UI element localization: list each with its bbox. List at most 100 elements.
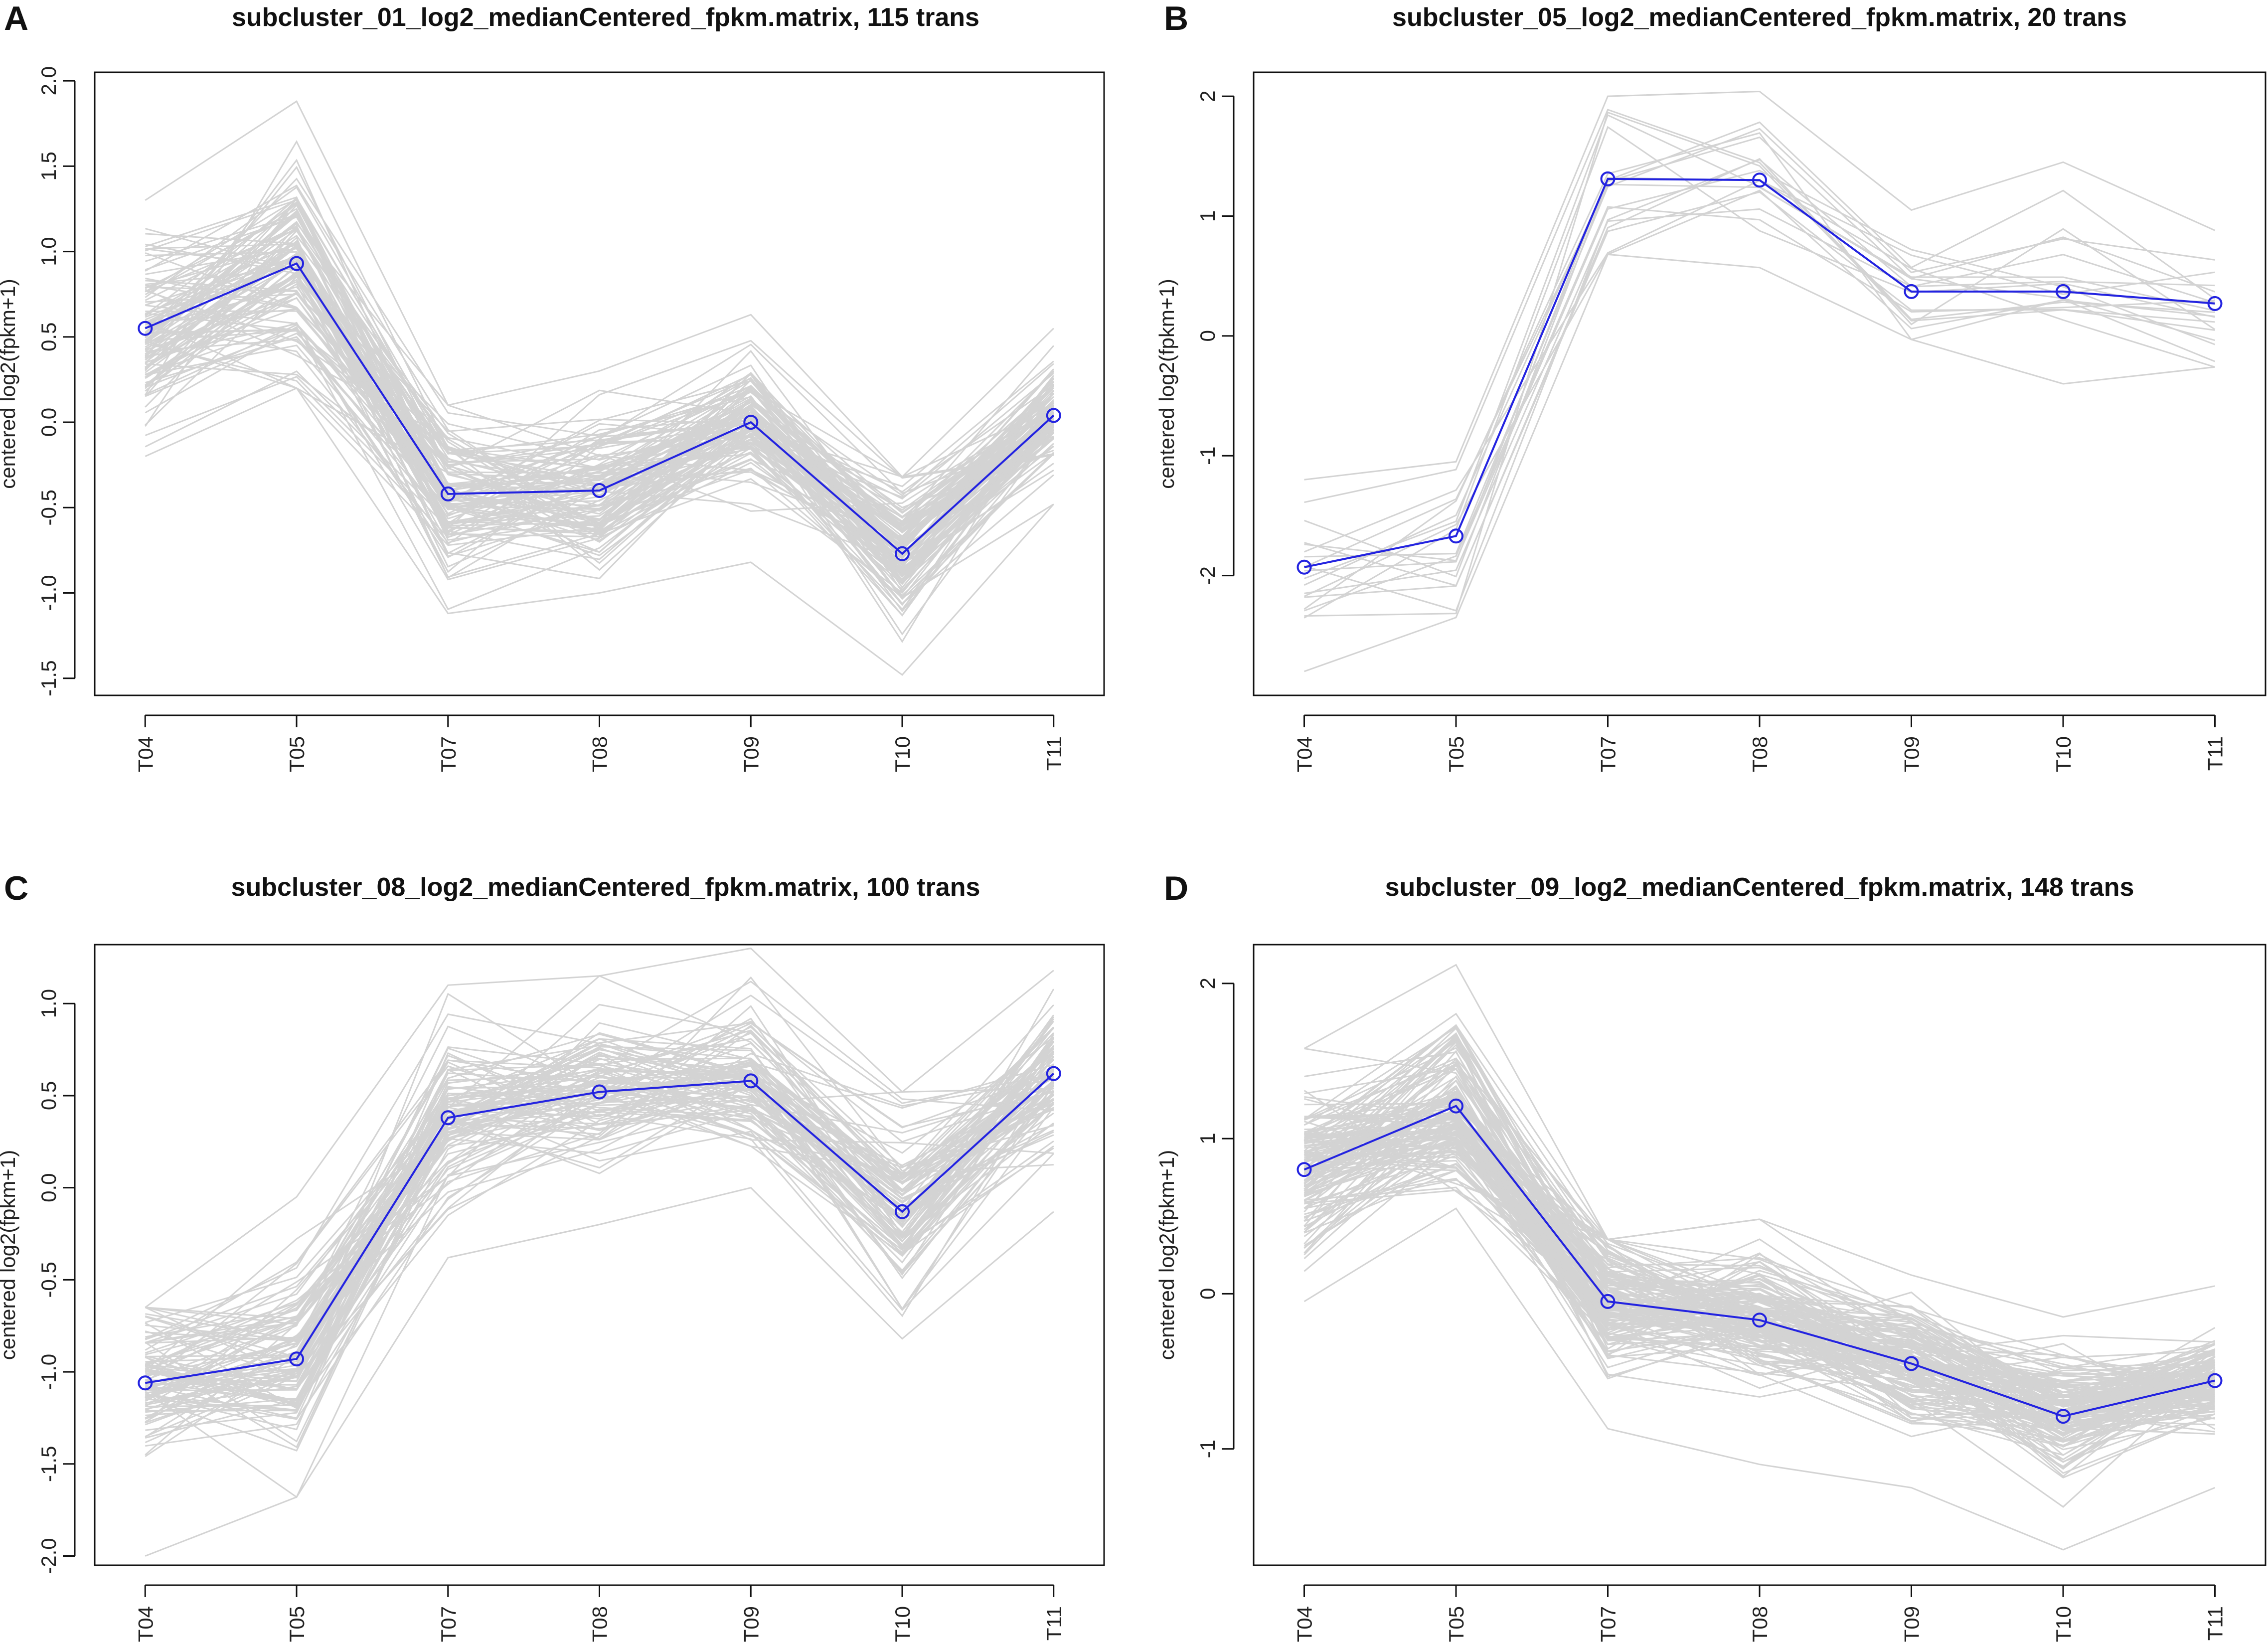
panel-title: subcluster_01_log2_medianCentered_fpkm.m… [232,3,979,32]
panel-title: subcluster_09_log2_medianCentered_fpkm.m… [1385,873,2134,902]
trace-line [1303,1088,2216,1469]
trace-line [1303,136,2216,578]
trace-line [145,1013,1054,1340]
trace-line [145,165,1054,537]
y-tick-label: -1 [1196,447,1219,465]
y-tick-label: -0.5 [37,1262,60,1298]
x-tick-label: T04 [134,1606,157,1642]
trace-line [145,1108,1054,1498]
y-tick-label: -1.5 [37,660,60,696]
centroid-point [1296,1162,1312,1177]
y-axis-label: centered log2(fpkm+1) [1155,279,1178,489]
y-tick-label: 1.0 [37,237,60,266]
x-tick-label: T11 [1042,736,1066,771]
x-tick-label: T10 [891,736,914,772]
centroid-point [1600,1294,1616,1309]
trace-line [1304,1114,2215,1428]
trace-line [145,259,1054,578]
centroid-point [1449,1098,1463,1114]
trace-line [1304,1159,2216,1447]
x-tick-label: T08 [588,736,612,772]
panel-letter: A [4,0,28,37]
trace-line [145,1064,1054,1431]
plot-frame [94,944,1105,1566]
background-traces [145,947,1055,1557]
trace-line [1304,1116,2215,1422]
x-tick-label: T09 [739,736,763,772]
x-tick-label: T10 [2052,1606,2075,1642]
y-axis-label: centered log2(fpkm+1) [0,1150,19,1360]
x-tick-label: T08 [588,1606,612,1642]
trace-line [145,1027,1054,1341]
y-tick-label: 0.5 [37,323,60,351]
centroid-point [895,546,910,561]
x-tick-label: T10 [891,1606,914,1642]
y-tick-label: -1 [1196,1440,1219,1458]
panel-title: subcluster_08_log2_medianCentered_fpkm.m… [231,873,980,902]
x-tick-label: T09 [1900,736,1924,772]
y-tick-label: 0.0 [37,408,60,437]
trace-line [1303,189,2215,597]
centroid-point [289,1351,304,1367]
trace-line [1303,1085,2216,1430]
trace-line [145,140,1054,550]
centroid-point [2207,296,2223,311]
centroid-line [145,262,1055,555]
trace-line [145,1064,1054,1405]
trace-line [1304,1186,2215,1430]
y-tick-label: 2 [1196,978,1219,989]
y-tick-label: 0.0 [37,1173,60,1202]
plot-frame [94,71,1105,696]
trace-line [145,324,1054,531]
panel-letter: D [1164,869,1188,907]
y-tick-label: -2.0 [37,1538,60,1574]
centroid-point [2056,284,2071,299]
trace-line [145,326,1054,611]
trace-line [1303,132,2216,610]
trace-line [1304,90,2216,481]
centroid-point [592,1084,607,1100]
trace-line [1303,964,2215,1318]
centroid-point [592,483,607,498]
trace-line [1304,111,2215,617]
centroid-point [289,256,304,271]
panel-title: subcluster_05_log2_medianCentered_fpkm.m… [1392,3,2127,32]
x-tick-label: T10 [2052,736,2075,772]
trace-line [145,177,1054,594]
trace-line [1303,1063,2216,1447]
centroid-point [1046,1066,1061,1081]
trace-line [1304,128,2215,558]
centroid-point [440,486,456,501]
x-tick-label: T09 [739,1606,763,1642]
trace-line [145,1024,1054,1394]
plot-frame [1253,71,2267,696]
trace-line [1303,1039,2215,1407]
trace-line [1304,169,2216,562]
trace-line [145,1059,1054,1343]
trace-line [145,280,1054,512]
trace-line [1303,1079,2216,1423]
trace-line [1304,1153,2215,1393]
trace-line [145,207,1054,605]
x-tick-label: T11 [2204,1606,2227,1641]
centroid-point [1904,284,1919,299]
centroid-line [1303,1105,2215,1418]
trace-line [145,289,1054,529]
trace-line [145,1032,1054,1398]
trace-line [145,199,1054,530]
centroid-point [1904,1356,1919,1371]
trace-line [145,1055,1055,1438]
trace-line [1303,1033,2215,1398]
trace-line [1303,1126,2215,1425]
trace-line [1304,1129,2215,1438]
x-tick-label: T07 [1597,736,1620,772]
x-tick-label: T04 [1293,736,1316,772]
background-traces [1303,964,2216,1551]
trace-line [145,1072,1055,1406]
trace-line [1303,121,2216,586]
x-tick-label: T07 [1597,1606,1620,1642]
centroid-point [138,1375,153,1391]
